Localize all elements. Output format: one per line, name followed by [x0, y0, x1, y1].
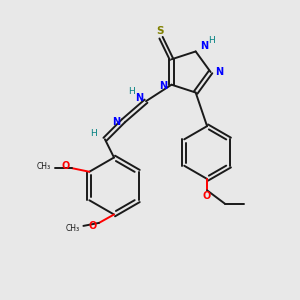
Text: CH₃: CH₃ — [66, 224, 80, 233]
Text: O: O — [203, 191, 211, 201]
Text: H: H — [208, 37, 214, 46]
Text: S: S — [157, 26, 164, 36]
Text: CH₃: CH₃ — [37, 162, 51, 171]
Text: H: H — [128, 87, 134, 96]
Text: N: N — [200, 41, 208, 51]
Text: N: N — [112, 117, 120, 127]
Text: H: H — [90, 129, 97, 138]
Text: N: N — [135, 93, 143, 103]
Text: N: N — [159, 81, 167, 91]
Text: O: O — [88, 221, 97, 231]
Text: N: N — [215, 67, 223, 77]
Text: O: O — [61, 161, 69, 171]
